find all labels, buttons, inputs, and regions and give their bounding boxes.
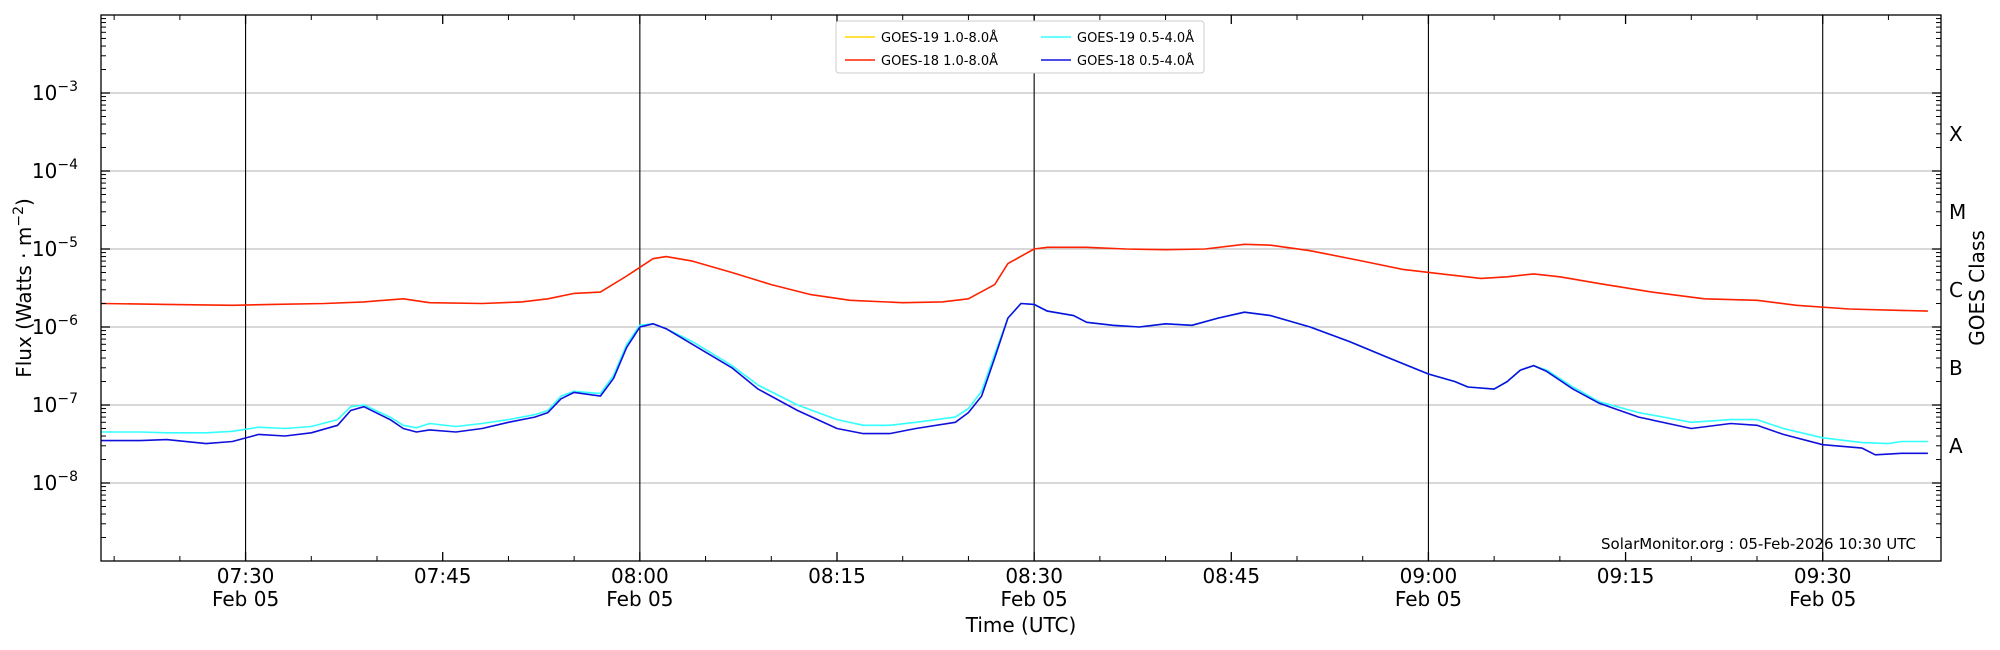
x-tick-label-time: 07:30 bbox=[217, 564, 275, 588]
x-tick-label-date: Feb 05 bbox=[212, 587, 279, 611]
x-tick-label-date: Feb 05 bbox=[1789, 587, 1856, 611]
grid-lines bbox=[101, 92, 1941, 484]
x-tick-label-date: Feb 05 bbox=[606, 587, 673, 611]
x-tick-label-time: 09:00 bbox=[1400, 564, 1458, 588]
legend-label: GOES-18 1.0-8.0Å bbox=[881, 53, 998, 69]
y-axis-ticks: 10−8 10−7 10−6 10−5 10−4 10−3 bbox=[32, 18, 1941, 539]
x-tick-label-time: 08:00 bbox=[611, 564, 669, 588]
y-tick-label: 10−3 bbox=[32, 79, 78, 105]
legend-items: GOES-19 1.0-8.0Å GOES-18 1.0-8.0Å GOES-19 … bbox=[845, 30, 1194, 69]
x-tick-label-time: 08:30 bbox=[1005, 564, 1063, 588]
plot-frame bbox=[100, 14, 1942, 562]
goes-class-label: M bbox=[1949, 200, 1966, 224]
credit-text: SolarMonitor.org : 05-Feb-2026 10:30 UTC bbox=[1601, 535, 1916, 553]
y-tick-label: 10−6 bbox=[32, 313, 78, 339]
x-tick-label-date: Feb 05 bbox=[1395, 587, 1462, 611]
x-tick-label-time: 08:45 bbox=[1202, 564, 1260, 588]
x-tick-label-time: 09:15 bbox=[1597, 564, 1655, 588]
series-line-2 bbox=[101, 302, 1928, 445]
goes-class-ticks: A B C M X bbox=[1949, 122, 1966, 458]
goes-class-label: C bbox=[1949, 278, 1963, 302]
legend-label: GOES-18 0.5-4.0Å bbox=[1077, 53, 1194, 69]
y-tick-label: 10−8 bbox=[32, 469, 78, 495]
x-axis-label: Time (UTC) bbox=[965, 613, 1077, 637]
series-line-3 bbox=[101, 302, 1928, 456]
x-tick-label-date: Feb 05 bbox=[1001, 587, 1068, 611]
x-tick-label-time: 07:45 bbox=[414, 564, 472, 588]
goes-class-label: B bbox=[1949, 356, 1963, 380]
right-axis-label: GOES Class bbox=[1965, 230, 1989, 346]
series-line-1 bbox=[100, 243, 1928, 312]
legend-label: GOES-19 1.0-8.0Å bbox=[881, 30, 998, 46]
series-lines bbox=[100, 243, 1928, 456]
x-tick-label-time: 08:15 bbox=[808, 564, 866, 588]
time-marker-lines bbox=[245, 15, 1824, 561]
x-tick-label-time: 09:30 bbox=[1794, 564, 1852, 588]
goes-class-label: X bbox=[1949, 122, 1963, 146]
goes-class-label: A bbox=[1949, 434, 1963, 458]
legend-box bbox=[835, 20, 1205, 74]
legend: GOES-19 1.0-8.0Å GOES-18 1.0-8.0Å GOES-19 … bbox=[835, 20, 1205, 74]
legend-label: GOES-19 0.5-4.0Å bbox=[1077, 30, 1194, 46]
y-axis-label: Flux (Watts · m−2) bbox=[11, 198, 36, 378]
y-tick-label: 10−7 bbox=[32, 391, 78, 417]
y-tick-label: 10−5 bbox=[32, 235, 78, 261]
y-tick-label: 10−4 bbox=[32, 157, 78, 183]
